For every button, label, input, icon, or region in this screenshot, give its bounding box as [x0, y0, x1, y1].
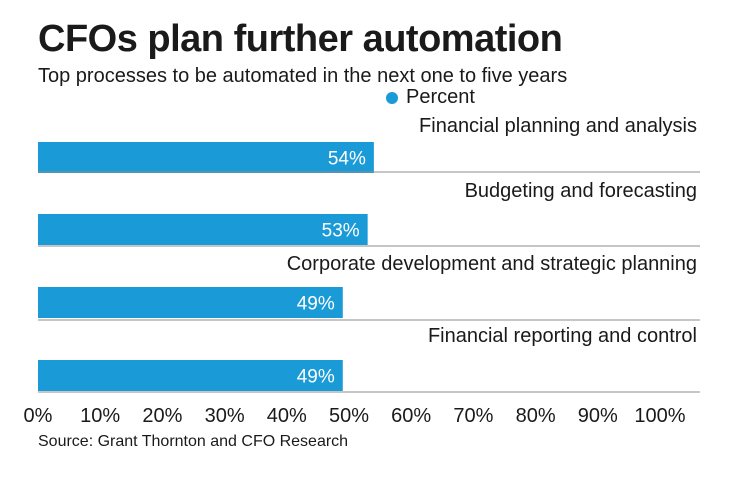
- bar: [38, 214, 368, 245]
- x-tick-label: 20%: [142, 405, 182, 427]
- category-label: Financial reporting and control: [428, 325, 697, 347]
- x-tick-label: 50%: [329, 405, 369, 427]
- chart-title: CFOs plan further automation: [38, 18, 563, 60]
- x-tick-label: 30%: [205, 405, 245, 427]
- x-tick-label: 40%: [267, 405, 307, 427]
- bar: [38, 360, 343, 391]
- x-tick-label: 60%: [391, 405, 431, 427]
- category-label: Budgeting and forecasting: [465, 180, 697, 202]
- x-tick-label: 70%: [453, 405, 493, 427]
- bar-value-label: 49%: [297, 294, 335, 315]
- source-note: Source: Grant Thornton and CFO Research: [38, 433, 349, 450]
- x-tick-label: 90%: [578, 405, 618, 427]
- x-tick-label: 10%: [80, 405, 120, 427]
- chart-subtitle: Top processes to be automated in the nex…: [38, 65, 568, 87]
- bar-value-label: 53%: [322, 221, 360, 242]
- bar-value-label: 49%: [297, 367, 335, 388]
- bar-value-label: 54%: [328, 149, 366, 170]
- x-tick-label: 100%: [634, 405, 685, 427]
- bar: [38, 287, 343, 318]
- legend: Percent: [386, 86, 475, 109]
- x-tick-label: 0%: [24, 405, 53, 427]
- category-label: Corporate development and strategic plan…: [287, 253, 697, 275]
- bar: [38, 142, 374, 173]
- x-tick-label: 80%: [516, 405, 556, 427]
- category-label: Financial planning and analysis: [419, 115, 697, 137]
- legend-label: Percent: [406, 86, 475, 108]
- legend-swatch: [386, 91, 398, 104]
